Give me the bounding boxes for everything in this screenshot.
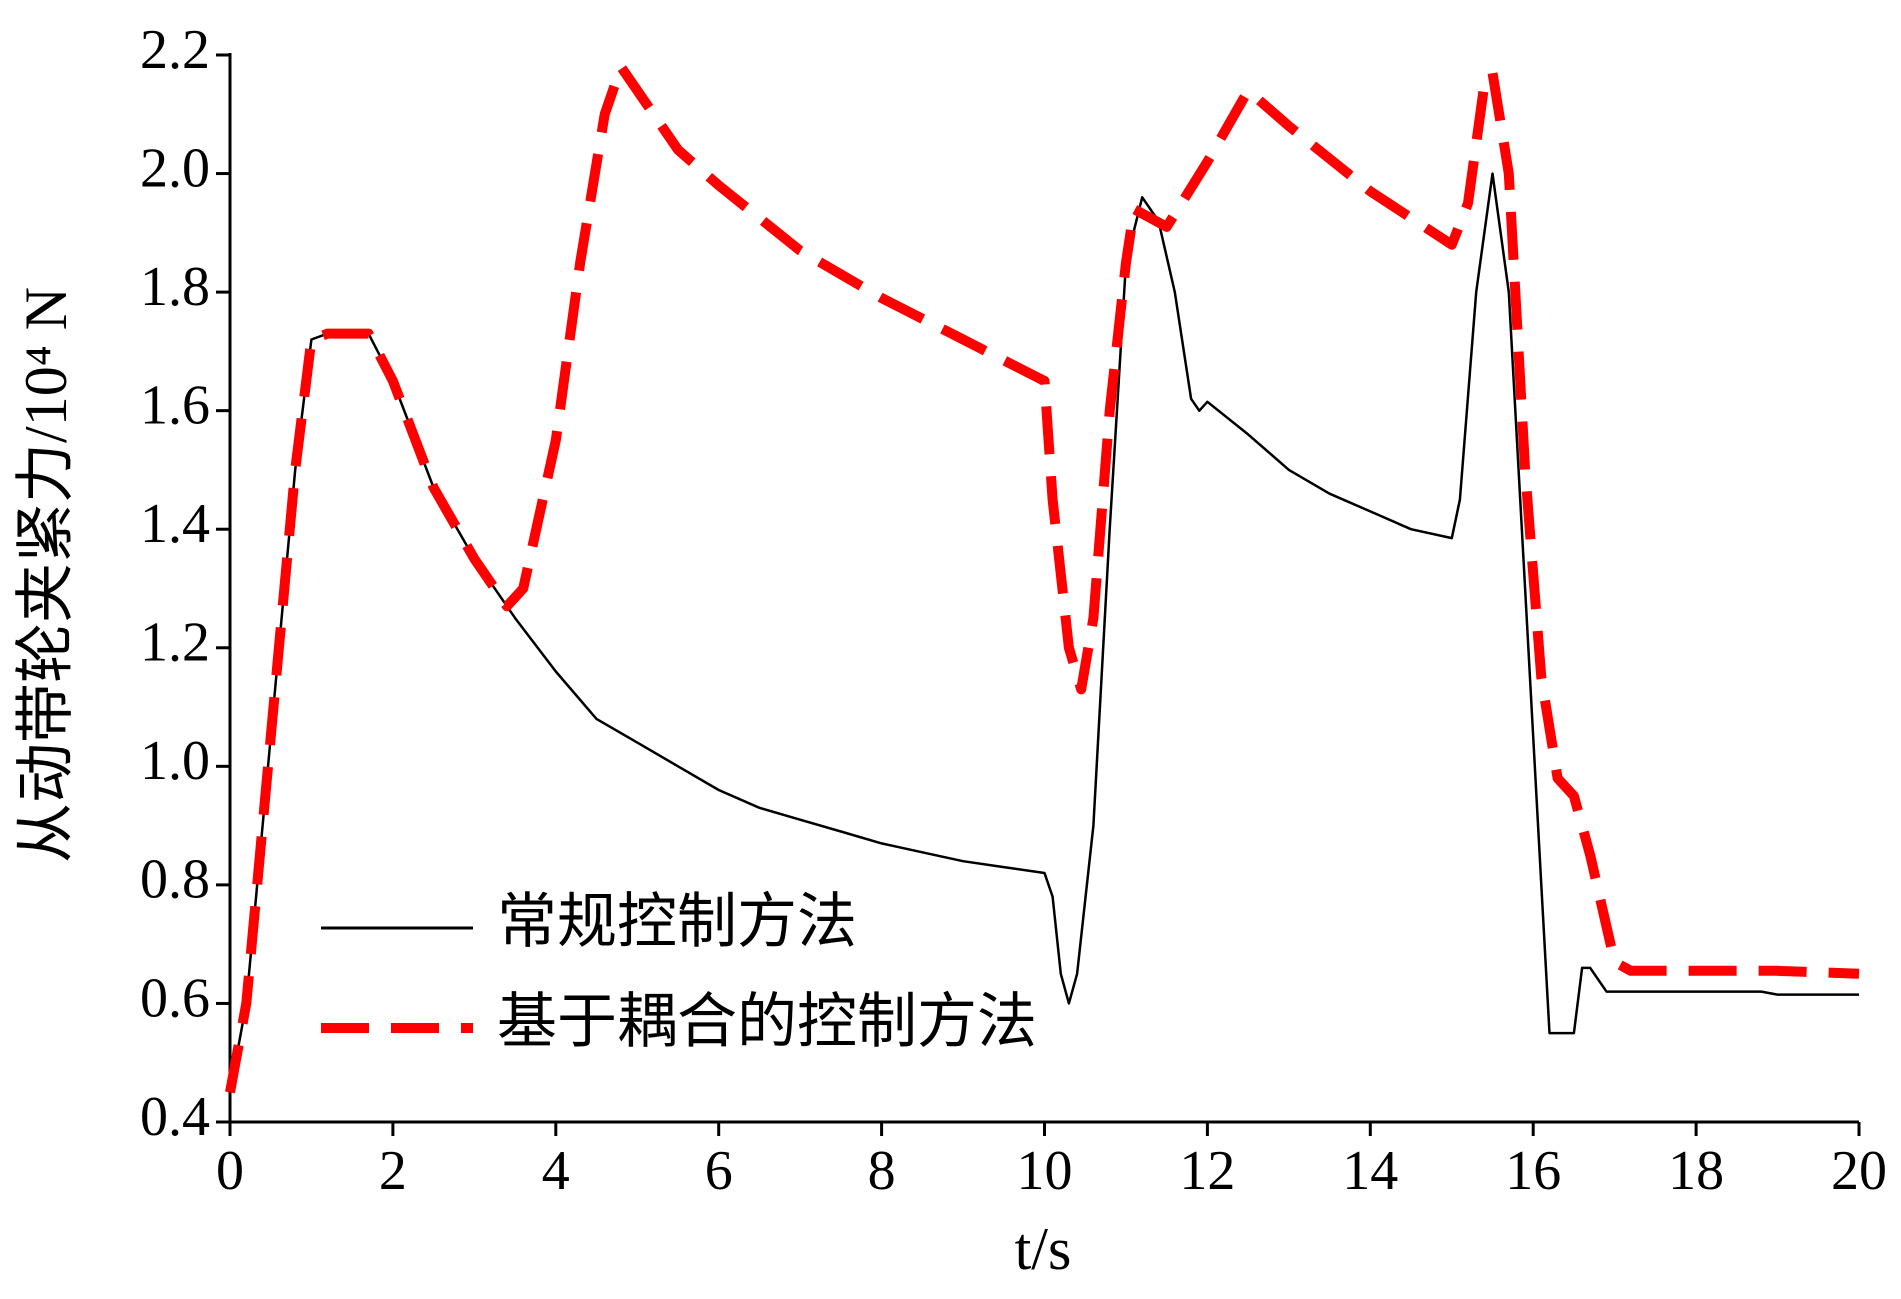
x-tick-label: 18 [1668,1140,1724,1202]
x-tick-label: 14 [1342,1140,1398,1202]
x-tick-label: 6 [705,1140,733,1202]
x-tick-label: 2 [379,1140,407,1202]
y-tick-label: 1.4 [140,493,210,555]
x-tick-label: 20 [1831,1140,1887,1202]
x-tick-label: 16 [1505,1140,1561,1202]
y-axis-label: 从动带轮夹紧力/10⁴ N [13,287,79,863]
x-tick-label: 8 [868,1140,896,1202]
series-line [228,172,1859,1093]
y-tick-label: 0.4 [140,1086,210,1148]
y-tick-label: 1.8 [140,256,210,318]
x-axis-label: t/s [1015,1216,1072,1282]
x-tick-label: 0 [216,1140,244,1202]
legend-label: 常规控制方法 [497,889,857,955]
x-tick-label: 4 [542,1140,570,1202]
y-tick-label: 1.0 [140,730,210,792]
y-tick-label: 1.6 [140,375,210,437]
y-tick-label: 1.2 [140,612,210,674]
y-tick-label: 2.2 [140,19,210,81]
y-tick-label: 2.0 [140,137,210,199]
x-tick-label: 12 [1179,1140,1235,1202]
y-tick-label: 0.6 [140,967,210,1029]
series-line [225,61,1860,1094]
y-tick-label: 0.8 [140,849,210,911]
legend-label: 基于耦合的控制方法 [497,989,1037,1055]
x-tick-label: 10 [1017,1140,1073,1202]
